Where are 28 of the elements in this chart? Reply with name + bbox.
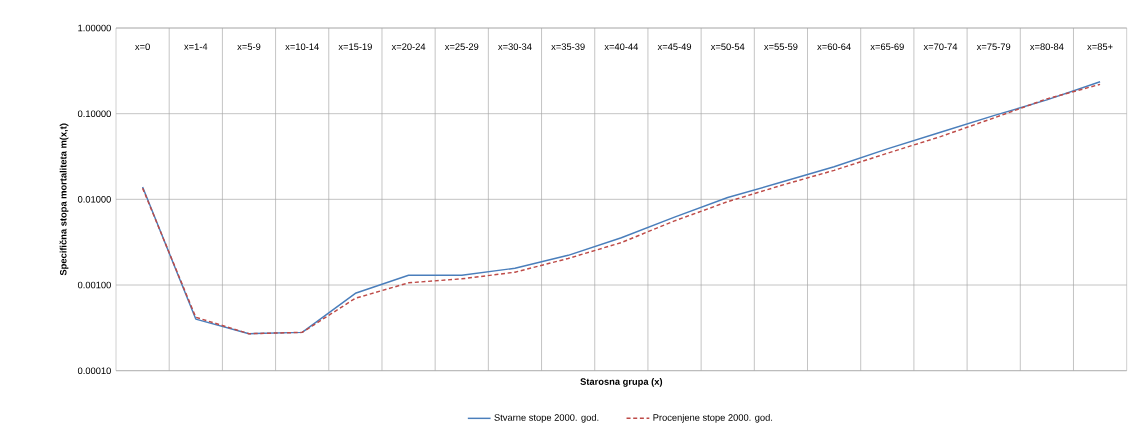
x-tick-label: x=45-49	[657, 43, 692, 50]
legend-label: Procenjene stope 2000. god.	[653, 413, 773, 423]
x-tick-label: x=50-54	[710, 43, 745, 50]
y-tick-label: 1.00000	[78, 24, 111, 32]
x-tick-label: x=80-84	[1030, 43, 1064, 50]
x-axis-title: Starosna grupa (x)	[580, 378, 663, 387]
x-tick-label: x=60-64	[817, 43, 851, 50]
x-tick-label: x=30-34	[498, 43, 532, 50]
x-tick-label: x=20-24	[391, 43, 426, 50]
y-tick-label: 0.10000	[77, 110, 111, 117]
x-tick-label: x=5-9	[237, 43, 261, 50]
x-tick-label: x=15-19	[338, 43, 372, 50]
y-tick-label: 0.00100	[77, 281, 111, 289]
x-tick-label: x=0	[135, 43, 150, 50]
y-tick-label: 0.00010	[77, 367, 111, 374]
x-tick-label: x=65-69	[870, 43, 904, 50]
x-tick-label: x=70-74	[923, 43, 958, 50]
x-tick-label: x=55-59	[764, 43, 798, 50]
x-tick-label: x=1-4	[184, 43, 208, 50]
y-axis-title: Specifična stopa mortaliteta m(x,t)	[59, 123, 69, 276]
x-tick-label: x=10-14	[285, 43, 319, 50]
x-tick-label: x=85+	[1087, 43, 1113, 50]
x-tick-label: x=40-44	[604, 43, 639, 50]
y-tick-label: 0.01000	[77, 196, 111, 203]
x-tick-label: x=75-79	[976, 43, 1011, 50]
legend-label: Stvarne stope 2000. god.	[494, 413, 599, 423]
x-tick-label: x=35-39	[551, 43, 585, 50]
x-tick-label: x=25-29	[444, 43, 479, 50]
